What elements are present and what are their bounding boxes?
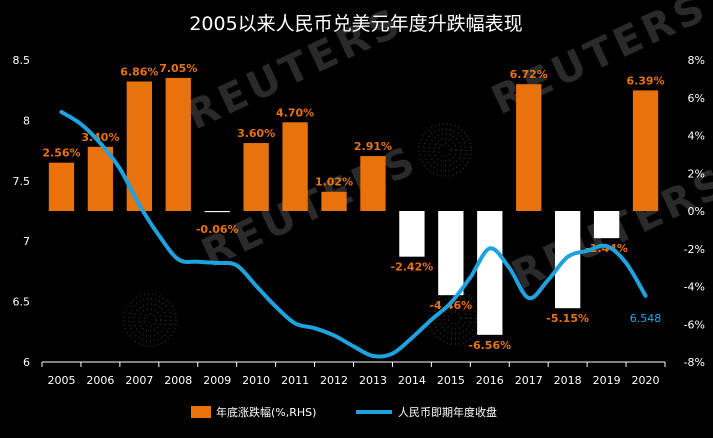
right-tick-label: -4%	[684, 281, 705, 294]
x-tick-label-2020: 2020	[632, 374, 660, 387]
bar-2016	[477, 211, 503, 335]
watermark-dot-ring	[448, 311, 462, 325]
watermark-dot-ring	[428, 133, 462, 167]
watermark-dot-ring	[128, 298, 172, 342]
bar-2017	[516, 84, 542, 211]
bar-2013	[360, 156, 386, 211]
right-tick-label: -2%	[684, 243, 705, 256]
legend-swatch-bar	[191, 406, 211, 418]
watermark-dot-ring	[438, 143, 452, 157]
bar-label-2005: 2.56%	[42, 147, 80, 160]
watermark-dot-ring	[433, 138, 457, 162]
bar-2006	[87, 146, 114, 211]
watermark-dot-ring	[143, 313, 157, 327]
x-tick-label-2016: 2016	[476, 374, 504, 387]
bar-2018	[555, 211, 581, 309]
x-tick-label-2012: 2012	[320, 374, 348, 387]
right-tick-label: -8%	[684, 356, 705, 369]
bar-label-2013: 2.91%	[354, 140, 392, 153]
watermark-dot-ring	[138, 308, 162, 332]
legend-label-line: 人民币即期年度收盘	[398, 405, 497, 419]
left-tick-label: 6.5	[13, 296, 31, 309]
right-tick-label: 6%	[688, 92, 705, 105]
bar-series	[48, 77, 659, 335]
x-tick-label-2014: 2014	[398, 374, 426, 387]
bar-label-2020: 6.39%	[626, 74, 664, 87]
left-tick-label: 8.5	[13, 54, 31, 67]
right-tick-label: 8%	[688, 54, 705, 67]
bar-label-2014: -2.42%	[391, 261, 434, 274]
x-tick-label-2017: 2017	[515, 374, 543, 387]
watermark-dot-ring	[433, 296, 477, 340]
left-tick-label: 7	[23, 235, 30, 248]
bar-label-2008: 7.05%	[159, 62, 197, 75]
x-tick-label-2011: 2011	[281, 374, 309, 387]
right-tick-label: 4%	[688, 130, 705, 143]
watermark-dot-ring	[418, 123, 472, 177]
bar-labels: 2.56%3.40%6.86% 7.05%-0.06%3.60%4.70%1.02…	[42, 62, 664, 352]
line-path-spot-close	[59, 109, 648, 359]
bar-2019	[593, 211, 620, 239]
bar-2020	[632, 90, 659, 211]
left-tick-label: 8	[23, 114, 30, 127]
line-end-label: 6.548	[630, 312, 662, 325]
bar-2014	[399, 211, 425, 257]
x-tick-label-2007: 2007	[125, 374, 153, 387]
right-tick-label: 0%	[688, 205, 705, 218]
bar-2009	[204, 211, 230, 213]
right-tick-label: 2%	[688, 167, 705, 180]
x-tick-label-2015: 2015	[437, 374, 465, 387]
bar-2010	[243, 143, 269, 211]
legend: 年底涨跌幅(%,RHS) 人民币即期年度收盘	[191, 405, 497, 419]
bar-label-2016: -6.56%	[468, 339, 511, 352]
watermark-text: REUTERS	[195, 137, 425, 277]
x-tick-label-2008: 2008	[164, 374, 192, 387]
bar-label-2010: 3.60%	[237, 127, 275, 140]
x-tick-label-2019: 2019	[593, 374, 621, 387]
chart-title: 2005以来人民币兑美元年度升跌幅表现	[189, 13, 522, 35]
bar-2015	[438, 211, 464, 296]
x-tick-label-2018: 2018	[554, 374, 582, 387]
right-axis: -8% -6% -4% -2% 0% 2% 4% 6% 8%	[684, 54, 705, 369]
bar-label-2011: 4.70%	[276, 106, 314, 119]
watermark-dot-ring	[423, 128, 467, 172]
watermark-dot-ring	[438, 301, 472, 335]
right-tick-label: -6%	[684, 318, 705, 331]
watermark-layer: REUTERSREUTERSREUTERSREUTERS	[123, 0, 713, 347]
bar-2008	[165, 77, 191, 212]
line-series: 6.548	[59, 109, 662, 359]
bar-label-2007: 6.86%	[120, 66, 158, 79]
bar-2011	[282, 122, 308, 211]
bar-2005	[48, 162, 75, 211]
x-tick-label-2006: 2006	[86, 374, 114, 387]
bar-label-2018: -5.15%	[546, 312, 589, 325]
legend-label-bar: 年底涨跌幅(%,RHS)	[216, 405, 316, 419]
x-tick-label-2010: 2010	[242, 374, 270, 387]
bar-2012	[321, 191, 347, 211]
x-tick-label-2005: 2005	[47, 374, 75, 387]
watermark-dot-ring	[443, 306, 467, 330]
x-axis: 2005 2006 2007 2008 2009 2010 2011 2012 2013 2014…	[41, 361, 666, 387]
x-tick-label-2013: 2013	[359, 374, 387, 387]
left-tick-label: 6	[23, 356, 30, 369]
left-axis: 6 6.5 7 7.5 8 8.5	[13, 54, 31, 369]
watermark-dot-ring	[123, 293, 177, 347]
left-tick-label: 7.5	[13, 175, 31, 188]
bar-label-2017: 6.72%	[510, 68, 548, 81]
bar-label-2009: -0.06%	[196, 223, 239, 236]
x-tick-label-2009: 2009	[203, 374, 231, 387]
watermark-dot-ring	[133, 303, 167, 337]
bar-label-2012: 1.02%	[315, 176, 353, 189]
